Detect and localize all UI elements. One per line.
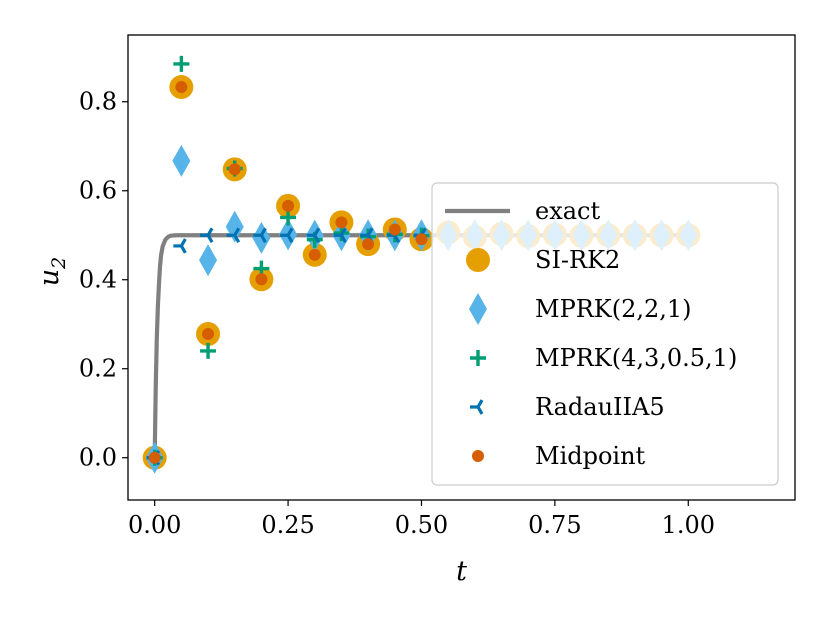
x-axis-label: t xyxy=(456,556,467,587)
data-point xyxy=(335,216,348,229)
x-tick-label: 0.25 xyxy=(261,511,314,539)
x-tick-label: 0.75 xyxy=(528,511,581,539)
legend-entry: SI-RK2 xyxy=(466,246,620,274)
data-point xyxy=(202,328,215,341)
y-tick-label: 0.4 xyxy=(79,266,117,294)
data-point xyxy=(175,81,188,94)
legend-box xyxy=(431,182,779,486)
data-point xyxy=(226,227,241,243)
legend-entry: MPRK(4,3,0.5,1) xyxy=(470,344,737,372)
data-point xyxy=(228,163,241,176)
legend-entry: RadauIIA5 xyxy=(470,393,665,421)
legend-label: MPRK(4,3,0.5,1) xyxy=(535,344,737,372)
data-point xyxy=(148,451,161,464)
x-tick-label: 1.00 xyxy=(662,511,715,539)
legend-label: exact xyxy=(535,197,600,225)
legend-label: MPRK(2,2,1) xyxy=(535,295,692,323)
data-point xyxy=(415,233,428,246)
y-axis-label-main: u xyxy=(34,269,65,286)
legend-entry: MPRK(2,2,1) xyxy=(469,293,692,325)
legend-entry: exact xyxy=(445,197,600,225)
data-point xyxy=(362,238,375,251)
series-midpoint xyxy=(148,81,428,464)
y-axis-label-sub: 2 xyxy=(48,257,70,270)
data-point xyxy=(173,238,187,254)
x-tick-label: 0.50 xyxy=(395,511,448,539)
axis-ticks: 0.00 0.25 0.50 0.75 1.00 0.0 0.2 0.4 0.6 0.8 xyxy=(79,88,715,539)
y-axis-label: u2 xyxy=(34,257,70,286)
data-point xyxy=(306,227,321,243)
legend-label: Midpoint xyxy=(535,442,646,470)
legend: exact SI-RK2 MPRK(2,2,1) MPRK(4,3,0.5,1) Rad… xyxy=(431,182,779,486)
data-point xyxy=(200,342,217,359)
legend-entry: Midpoint xyxy=(472,442,646,470)
y-tick-label: 0.2 xyxy=(79,355,117,383)
axes-frame xyxy=(127,34,796,501)
legend-marker xyxy=(472,450,484,462)
y-tick-label: 0.6 xyxy=(79,177,117,205)
data-point xyxy=(280,227,294,243)
legend-marker xyxy=(469,293,487,325)
data-point xyxy=(308,248,321,261)
x-tick-label: 0.00 xyxy=(128,511,181,539)
legend-marker xyxy=(466,248,490,272)
data-point xyxy=(280,209,297,226)
data-point xyxy=(255,273,268,286)
legend-marker xyxy=(470,399,484,415)
data-point xyxy=(172,144,191,177)
y-tick-label: 0.8 xyxy=(79,88,117,116)
legend-marker xyxy=(470,350,486,366)
data-point xyxy=(282,199,295,212)
data-point xyxy=(199,244,218,277)
legend-label: SI-RK2 xyxy=(535,246,620,274)
legend-label: RadauIIA5 xyxy=(535,393,665,421)
data-point xyxy=(200,227,214,243)
y-tick-label: 0.0 xyxy=(79,444,117,472)
data-point xyxy=(388,223,401,236)
data-point xyxy=(253,227,267,243)
data-point xyxy=(333,227,347,243)
data-point xyxy=(173,55,190,72)
